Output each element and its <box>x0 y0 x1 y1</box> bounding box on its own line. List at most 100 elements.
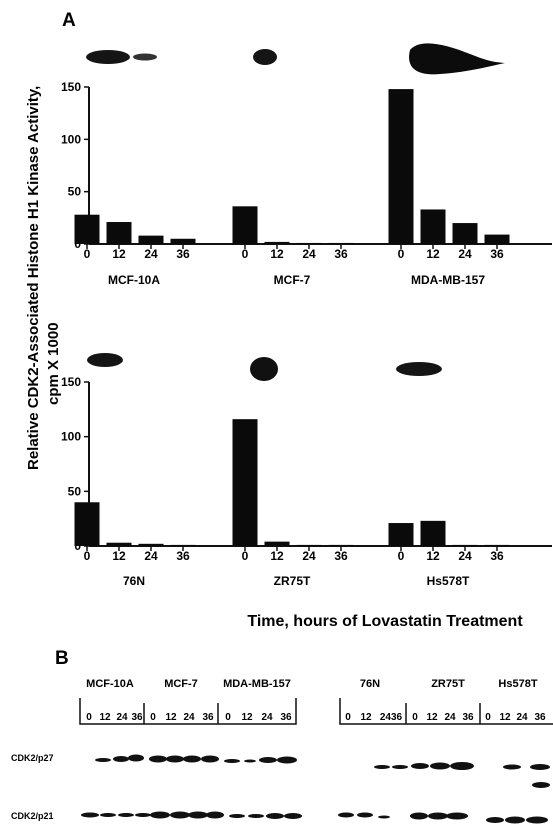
x-tick-label: 0 <box>242 247 249 261</box>
blot-band <box>229 814 245 818</box>
x-tick-label: 0 <box>242 549 249 563</box>
lane-label: 0 <box>485 712 491 723</box>
blot-band <box>100 813 116 817</box>
cell-line-label: MCF-10A <box>108 273 160 287</box>
blot-band <box>149 755 167 763</box>
bar-mcf-10a-0h <box>74 214 100 244</box>
bar-mda-mb-157-36h <box>484 234 510 244</box>
blot-band <box>244 759 256 763</box>
blot-band <box>150 811 170 819</box>
y-tick-label: 100 <box>61 132 81 146</box>
autoradiograph-band <box>253 49 277 65</box>
p27-bands <box>95 754 550 788</box>
bar-zr75t-0h <box>232 419 258 546</box>
kinase-chart-top: 0501001500122436MCF-10A0122436MCF-701224… <box>61 43 552 287</box>
panel-a-letter: A <box>62 10 76 31</box>
x-tick-label: 12 <box>426 247 440 261</box>
blot-band <box>450 762 474 770</box>
cell-line-label: Hs578T <box>427 574 470 588</box>
bar-mcf-7-36h <box>328 242 354 244</box>
bar-hs578t-12h <box>420 520 446 546</box>
y-tick-label: 150 <box>61 375 81 389</box>
bar-mcf-10a-36h <box>170 238 196 244</box>
blot-band <box>201 755 219 763</box>
cell-line-label: MDA-MB-157 <box>411 273 485 287</box>
x-tick-label: 36 <box>334 549 348 563</box>
blot-band <box>532 782 550 788</box>
y-tick-label: 50 <box>68 185 82 199</box>
bar-mcf-7-24h <box>296 242 322 244</box>
blot-band <box>266 813 284 819</box>
x-tick-label: 36 <box>334 247 348 261</box>
cell-line-label: MCF-7 <box>274 273 311 287</box>
bar-mcf-10a-12h <box>106 222 132 244</box>
bar-76n-0h <box>74 502 100 546</box>
blot-band <box>284 813 302 819</box>
blot-band <box>81 812 99 818</box>
x-tick-label: 0 <box>398 247 405 261</box>
blot-group-label: ZR75T <box>431 678 465 690</box>
x-tick-label: 12 <box>426 549 440 563</box>
x-tick-label: 36 <box>176 549 190 563</box>
x-axis-title: Time, hours of Lovastatin Treatment <box>247 613 523 630</box>
bar-76n-12h <box>106 542 132 546</box>
lane-label: 12 <box>99 712 111 723</box>
blot-row-label-p21: CDK2/p21 <box>11 811 54 821</box>
blot-group-label: MCF-10A <box>86 678 134 690</box>
lane-label: 0 <box>225 712 231 723</box>
blot-band <box>410 812 428 820</box>
bar-76n-24h <box>138 543 164 546</box>
blot-band <box>277 756 297 764</box>
lane-label: 36 <box>131 712 143 723</box>
y-tick-label: 150 <box>61 80 81 94</box>
blot-band <box>411 763 429 769</box>
lane-label: 36 <box>534 712 546 723</box>
bar-mda-mb-157-12h <box>420 209 446 244</box>
blot-group-label: 76N <box>360 678 380 690</box>
panel-b-letter: B <box>55 648 69 669</box>
blot-band <box>135 813 151 817</box>
blot-group-label: MDA-MB-157 <box>223 678 291 690</box>
autoradiograph-band <box>250 357 278 381</box>
lane-labels: 0 12 24 36 0 12 24 36 0 12 24 36 0 12 24… <box>86 712 546 723</box>
y-axis-label-unit: cpm X 1000 <box>45 322 62 405</box>
p21-bands <box>81 811 548 824</box>
bar-mcf-10a-24h <box>138 235 164 244</box>
blot-band <box>118 813 134 817</box>
autoradiograph-band <box>396 362 442 376</box>
lane-label: 36 <box>462 712 474 723</box>
x-tick-label: 36 <box>490 549 504 563</box>
bar-hs578t-24h <box>452 544 478 546</box>
blot-band <box>503 764 521 770</box>
lane-bracket-left <box>79 698 297 725</box>
blot-group-label: MCF-7 <box>164 678 198 690</box>
x-tick-label: 36 <box>176 247 190 261</box>
x-tick-label: 12 <box>112 247 126 261</box>
lane-label: 12 <box>426 712 438 723</box>
lane-label: 24 <box>444 712 456 723</box>
autoradiograph-band <box>409 43 505 75</box>
y-tick-label: 50 <box>68 484 82 498</box>
lane-label: 0 <box>412 712 418 723</box>
blot-band <box>530 764 550 770</box>
x-tick-label: 24 <box>302 247 316 261</box>
autoradiograph-band <box>86 50 130 64</box>
lane-label: 0 <box>150 712 156 723</box>
blot-band <box>224 759 240 763</box>
blot-band <box>428 812 448 820</box>
bar-zr75t-36h <box>328 544 354 546</box>
bar-hs578t-36h <box>484 544 510 546</box>
lane-label: 0 <box>345 712 351 723</box>
blot-band <box>526 816 548 824</box>
blot-band <box>505 816 525 824</box>
x-tick-label: 12 <box>270 549 284 563</box>
x-tick-label: 0 <box>84 247 91 261</box>
bar-mda-mb-157-24h <box>452 223 478 244</box>
blot-band <box>374 765 390 769</box>
bar-76n-36h <box>170 544 196 546</box>
cell-line-label: 76N <box>123 574 145 588</box>
bar-hs578t-0h <box>388 523 414 546</box>
blot-band <box>357 812 373 818</box>
blot-band <box>113 756 129 762</box>
